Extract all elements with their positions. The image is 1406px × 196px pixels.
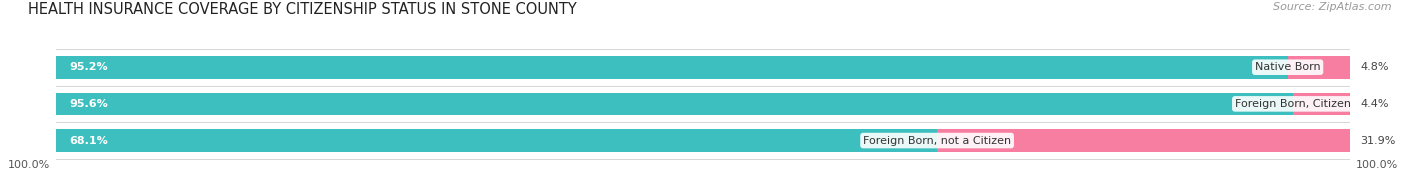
Bar	[56, 93, 1350, 115]
Text: 4.8%: 4.8%	[1360, 62, 1389, 72]
Bar	[1294, 93, 1350, 115]
Text: 95.6%: 95.6%	[69, 99, 108, 109]
Text: 31.9%: 31.9%	[1360, 136, 1396, 146]
Text: Foreign Born, not a Citizen: Foreign Born, not a Citizen	[863, 136, 1011, 146]
Bar	[56, 129, 1350, 152]
Bar	[56, 56, 1288, 79]
Text: 100.0%: 100.0%	[7, 160, 49, 170]
Text: 68.1%: 68.1%	[69, 136, 108, 146]
Text: Native Born: Native Born	[1256, 62, 1320, 72]
Bar	[56, 93, 1294, 115]
Bar	[56, 129, 938, 152]
Text: 95.2%: 95.2%	[69, 62, 108, 72]
Bar	[938, 129, 1350, 152]
Text: Source: ZipAtlas.com: Source: ZipAtlas.com	[1274, 2, 1392, 12]
Text: 100.0%: 100.0%	[1357, 160, 1399, 170]
Bar	[1288, 56, 1350, 79]
Text: HEALTH INSURANCE COVERAGE BY CITIZENSHIP STATUS IN STONE COUNTY: HEALTH INSURANCE COVERAGE BY CITIZENSHIP…	[28, 2, 576, 17]
Text: Foreign Born, Citizen: Foreign Born, Citizen	[1234, 99, 1351, 109]
Bar	[56, 56, 1350, 79]
Text: 4.4%: 4.4%	[1360, 99, 1389, 109]
Bar	[56, 56, 1350, 79]
Bar	[56, 93, 1350, 115]
Bar	[56, 129, 1350, 152]
